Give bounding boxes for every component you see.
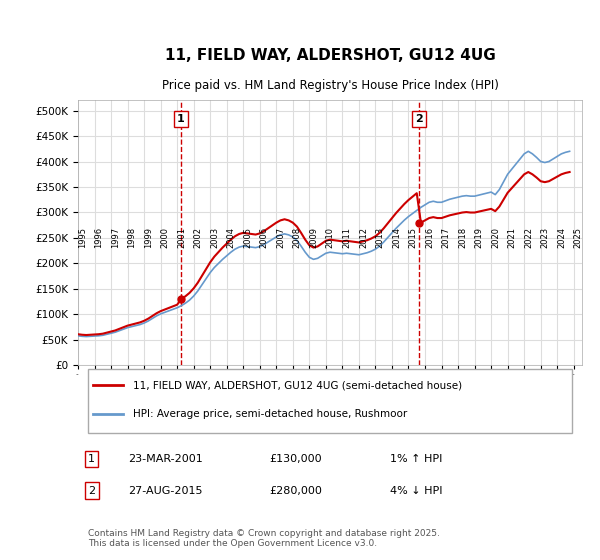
Text: 1996: 1996: [95, 227, 104, 248]
Text: Price paid vs. HM Land Registry's House Price Index (HPI): Price paid vs. HM Land Registry's House …: [161, 79, 499, 92]
Text: £130,000: £130,000: [269, 454, 322, 464]
Text: 1999: 1999: [144, 227, 153, 248]
Text: 2008: 2008: [293, 227, 302, 248]
Text: 4% ↓ HPI: 4% ↓ HPI: [391, 486, 443, 496]
Text: 1: 1: [88, 454, 95, 464]
Text: 23-MAR-2001: 23-MAR-2001: [128, 454, 203, 464]
Text: 2025: 2025: [574, 227, 583, 248]
Text: 2022: 2022: [524, 227, 533, 248]
Text: 2019: 2019: [475, 227, 484, 248]
Text: 1997: 1997: [111, 227, 120, 248]
Text: 2002: 2002: [194, 227, 203, 248]
Text: 2010: 2010: [326, 227, 335, 248]
Text: 2015: 2015: [409, 227, 418, 248]
Text: 2016: 2016: [425, 227, 434, 248]
Text: 2023: 2023: [541, 227, 550, 248]
Text: 2012: 2012: [359, 227, 368, 248]
Text: 1% ↑ HPI: 1% ↑ HPI: [391, 454, 443, 464]
Text: 11, FIELD WAY, ALDERSHOT, GU12 4UG: 11, FIELD WAY, ALDERSHOT, GU12 4UG: [164, 48, 496, 63]
Text: 2024: 2024: [557, 227, 566, 248]
Text: 2013: 2013: [376, 227, 385, 248]
Text: 2006: 2006: [260, 227, 269, 248]
Text: Contains HM Land Registry data © Crown copyright and database right 2025.
This d: Contains HM Land Registry data © Crown c…: [88, 529, 440, 548]
Text: 2014: 2014: [392, 227, 401, 248]
Text: 2021: 2021: [508, 227, 517, 248]
Text: £280,000: £280,000: [269, 486, 322, 496]
Text: 27-AUG-2015: 27-AUG-2015: [128, 486, 203, 496]
Text: 2: 2: [415, 114, 423, 124]
Text: 2004: 2004: [227, 227, 236, 248]
Text: 1: 1: [177, 114, 185, 124]
Text: 2020: 2020: [491, 227, 500, 248]
Text: 2017: 2017: [442, 227, 451, 248]
FancyBboxPatch shape: [88, 369, 572, 433]
Text: 2000: 2000: [161, 227, 170, 248]
Text: 1995: 1995: [78, 227, 87, 248]
Text: 2018: 2018: [458, 227, 467, 248]
Text: 2: 2: [88, 486, 95, 496]
Text: 2007: 2007: [276, 227, 285, 248]
Text: 1998: 1998: [128, 227, 137, 248]
Text: 2003: 2003: [210, 227, 219, 248]
Text: HPI: Average price, semi-detached house, Rushmoor: HPI: Average price, semi-detached house,…: [133, 409, 407, 419]
Text: 2005: 2005: [243, 227, 252, 248]
Text: 2009: 2009: [310, 227, 319, 248]
Text: 11, FIELD WAY, ALDERSHOT, GU12 4UG (semi-detached house): 11, FIELD WAY, ALDERSHOT, GU12 4UG (semi…: [133, 380, 463, 390]
Text: 2011: 2011: [343, 227, 352, 248]
Text: 2001: 2001: [177, 227, 186, 248]
